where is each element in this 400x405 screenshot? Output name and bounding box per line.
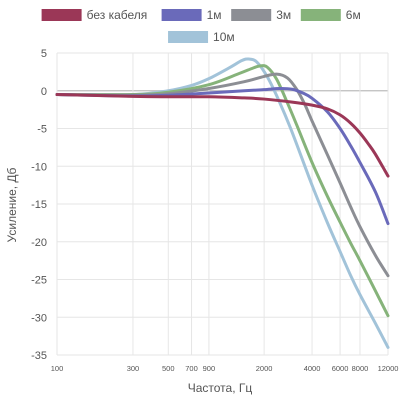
y-tick-label: 0 [41, 86, 47, 98]
y-axis-label: Усиление, Дб [5, 167, 19, 242]
x-tick-label: 2000 [256, 364, 273, 373]
legend-label: 6м [346, 8, 361, 22]
series-line [55, 64, 390, 318]
legend-swatch [41, 9, 82, 21]
y-tick-label: -10 [31, 161, 47, 173]
legend-swatch [231, 9, 272, 21]
y-axis-ticks: 5 0 -5 -10 -15 -20 -25 -30 -35 [31, 48, 47, 362]
x-tick-label: 100 [51, 364, 64, 373]
legend-swatch [161, 9, 202, 21]
legend-label: 3м [276, 8, 291, 22]
x-tick-label: 4000 [304, 364, 321, 373]
legend-label: 1м [207, 8, 222, 22]
x-tick-label: 300 [127, 364, 140, 373]
series-line [55, 93, 390, 178]
y-tick-label: 5 [41, 48, 47, 60]
x-tick-label: 8000 [352, 364, 369, 373]
legend: без кабеля 1м 3м 6м 10м [41, 8, 361, 44]
y-tick-label: -35 [31, 350, 47, 362]
series-lines [55, 57, 390, 349]
x-tick-label: 12000 [378, 364, 399, 373]
y-tick-label: -25 [31, 275, 47, 287]
y-tick-label: -30 [31, 312, 47, 324]
x-tick-label: 500 [162, 364, 175, 373]
x-tick-label: 700 [185, 364, 198, 373]
legend-swatch [168, 31, 209, 43]
legend-swatch [300, 9, 341, 21]
series-line [55, 57, 390, 349]
x-tick-label: 900 [203, 364, 216, 373]
legend-label: без кабеля [87, 8, 148, 22]
x-axis-label: Частота, Гц [188, 381, 253, 395]
grid [56, 52, 389, 356]
y-tick-label: -5 [37, 124, 47, 136]
y-tick-label: -15 [31, 199, 47, 211]
legend-label: 10м [213, 30, 235, 44]
series-line [55, 86, 390, 226]
y-tick-label: -20 [31, 237, 47, 249]
x-axis-ticks: 100 300 500 700 900 2000 4000 6000 8000 12000 [51, 364, 399, 373]
x-tick-label: 6000 [332, 364, 349, 373]
